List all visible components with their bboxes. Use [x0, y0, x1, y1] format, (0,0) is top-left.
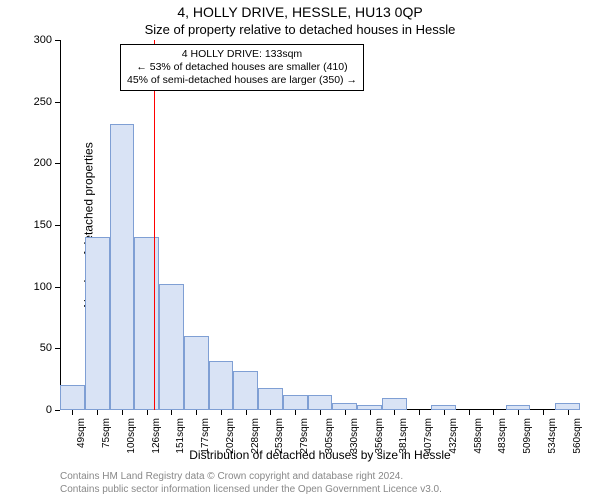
chart-title-line1: 4, HOLLY DRIVE, HESSLE, HU13 0QP: [0, 4, 600, 20]
x-tick-label: 49sqm: [76, 418, 87, 448]
histogram-bar: [382, 398, 407, 410]
x-tick: [97, 410, 98, 415]
chart-title-line2: Size of property relative to detached ho…: [0, 22, 600, 37]
histogram-bar: [110, 124, 135, 410]
y-tick: [55, 163, 60, 164]
histogram-bar: [85, 237, 110, 410]
chart-root: 4, HOLLY DRIVE, HESSLE, HU13 0QP Size of…: [0, 0, 600, 500]
plot-area: 4 HOLLY DRIVE: 133sqm← 53% of detached h…: [60, 40, 580, 410]
histogram-bar: [60, 385, 85, 410]
x-tick: [493, 410, 494, 415]
y-tick: [55, 40, 60, 41]
x-tick: [345, 410, 346, 415]
y-tick-label: 300: [34, 34, 52, 46]
attribution-line2: Contains public sector information licen…: [60, 484, 580, 497]
histogram-bar: [233, 371, 258, 410]
x-tick: [518, 410, 519, 415]
x-tick: [444, 410, 445, 415]
y-tick-label: 100: [34, 281, 52, 293]
y-tick: [55, 348, 60, 349]
histogram-bar: [209, 361, 234, 410]
annotation-box: 4 HOLLY DRIVE: 133sqm← 53% of detached h…: [120, 44, 364, 91]
histogram-bar: [308, 395, 333, 410]
histogram-bar: [332, 403, 357, 410]
y-tick: [55, 102, 60, 103]
histogram-bar: [283, 395, 308, 410]
y-tick-label: 0: [46, 404, 52, 416]
x-tick: [543, 410, 544, 415]
y-tick-label: 150: [34, 219, 52, 231]
attribution-text: Contains HM Land Registry data © Crown c…: [60, 471, 580, 496]
x-tick: [122, 410, 123, 415]
histogram-bar: [555, 403, 580, 410]
annotation-line: 4 HOLLY DRIVE: 133sqm: [127, 48, 357, 61]
y-tick: [55, 410, 60, 411]
histogram-bar: [184, 336, 209, 410]
y-tick-label: 200: [34, 157, 52, 169]
y-axis-line: [60, 40, 61, 410]
x-tick: [196, 410, 197, 415]
x-axis-label: Distribution of detached houses by size …: [60, 448, 580, 462]
x-tick: [568, 410, 569, 415]
x-tick: [246, 410, 247, 415]
x-tick: [419, 410, 420, 415]
histogram-bar: [134, 237, 159, 410]
x-tick: [147, 410, 148, 415]
x-tick: [394, 410, 395, 415]
y-tick: [55, 287, 60, 288]
x-tick: [370, 410, 371, 415]
x-tick: [221, 410, 222, 415]
attribution-line1: Contains HM Land Registry data © Crown c…: [60, 471, 580, 484]
x-tick: [295, 410, 296, 415]
y-tick-label: 50: [40, 342, 52, 354]
y-tick-label: 250: [34, 96, 52, 108]
x-tick-label: 75sqm: [101, 418, 112, 448]
y-tick: [55, 225, 60, 226]
reference-line: [154, 40, 155, 410]
x-tick: [171, 410, 172, 415]
x-tick: [469, 410, 470, 415]
x-tick: [270, 410, 271, 415]
histogram-bar: [258, 388, 283, 410]
annotation-line: ← 53% of detached houses are smaller (41…: [127, 61, 357, 74]
x-tick: [72, 410, 73, 415]
annotation-line: 45% of semi-detached houses are larger (…: [127, 74, 357, 87]
x-tick: [320, 410, 321, 415]
histogram-bar: [159, 284, 184, 410]
